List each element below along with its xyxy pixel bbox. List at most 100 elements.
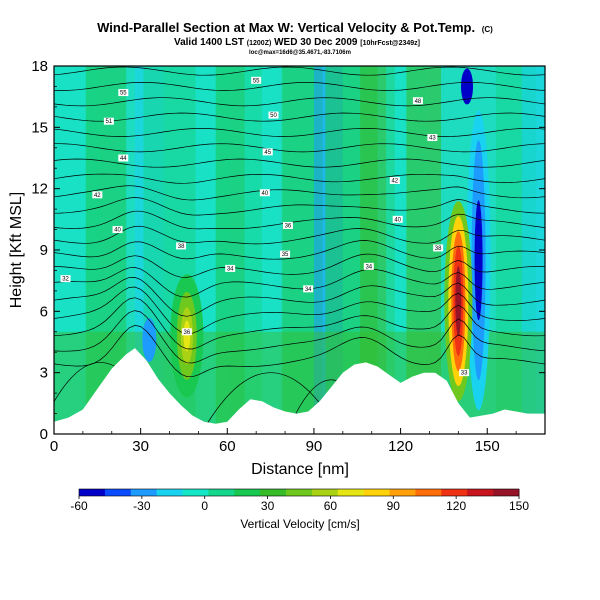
theta-label: 36: [181, 328, 192, 336]
theta-contour: [54, 158, 545, 168]
colorbar-label: Vertical Velocity [cm/s]: [240, 517, 359, 531]
theta-contour: [54, 286, 545, 335]
theta-contour: [54, 112, 545, 122]
downdraft-west-shade: [142, 317, 157, 362]
theta-label-text: 34: [365, 264, 372, 270]
theta-contour: [54, 240, 545, 260]
theta-label-bg: [225, 264, 236, 272]
colorbar-swatch: [260, 489, 287, 496]
theta-label-bg: [363, 262, 374, 270]
theta-label-bg: [412, 97, 423, 105]
velocity-field: [54, 66, 545, 434]
theta-label-bg: [262, 148, 273, 156]
y-tick-label: 6: [40, 303, 48, 320]
theta-label-bg: [392, 215, 403, 223]
theta-label-bg: [268, 111, 279, 119]
theta-label-bg: [280, 250, 291, 258]
theta-contour: [54, 173, 545, 184]
subtitle-date: WED 30 Dec 2009: [274, 37, 358, 48]
theta-label-text: 40: [394, 217, 401, 223]
x-tick-label: 0: [50, 438, 58, 455]
colorbar-swatch: [337, 489, 365, 496]
theta-label: 42: [389, 176, 400, 184]
chart-title-mark: (C): [482, 25, 493, 34]
theta-label: 48: [412, 97, 423, 105]
colorbar-swatch: [182, 489, 209, 496]
theta-contour-low: [206, 372, 335, 424]
theta-label: 33: [459, 369, 470, 377]
theta-label: 38: [433, 244, 444, 252]
theta-contour: [54, 225, 545, 245]
theta-label-text: 50: [270, 113, 277, 119]
y-axis-label: Height [Kft MSL]: [8, 192, 25, 309]
colorbar-swatch: [441, 489, 468, 496]
theta-contour: [54, 210, 545, 230]
terrain-mask: [54, 348, 545, 434]
theta-label-text: 34: [227, 266, 234, 272]
x-tick-label: 90: [306, 438, 323, 455]
theta-label: 43: [427, 134, 438, 142]
theta-label: 34: [225, 264, 236, 272]
colorbar-swatch: [363, 489, 390, 496]
colorbar-swatch: [286, 489, 313, 496]
theta-label-text: 55: [253, 78, 260, 84]
theta-label-text: 35: [282, 252, 289, 258]
theta-label: 40: [259, 189, 270, 197]
theta-label: 44: [118, 154, 129, 162]
colorbar-swatch: [156, 489, 183, 496]
theta-contours: [54, 66, 545, 424]
colorbar-swatch: [79, 489, 106, 496]
x-tick-label: 120: [388, 438, 413, 455]
theta-contour: [54, 310, 545, 364]
colorbar-swatch: [104, 489, 132, 496]
colorbar-tick-label: -60: [70, 499, 88, 513]
theta-label-text: 36: [184, 330, 191, 336]
velocity-streak: [521, 66, 545, 434]
theta-label: 34: [363, 262, 374, 270]
theta-label-bg: [92, 191, 103, 199]
theta-contour: [54, 325, 545, 378]
y-tick-label: 3: [40, 365, 48, 382]
theta-label-text: 38: [178, 244, 185, 250]
theta-label-text: 33: [461, 371, 468, 377]
x-axis-label: Distance [nm]: [251, 461, 349, 478]
theta-label-text: 45: [264, 150, 271, 156]
theta-label-text: 55: [120, 91, 127, 97]
updraft-west-shade: [183, 320, 191, 352]
theta-label-text: 42: [94, 193, 101, 199]
theta-label-text: 43: [429, 136, 436, 142]
theta-contour: [54, 197, 545, 216]
colorbar: -60 -30 0 30 60 90 120 150: [70, 488, 529, 513]
theta-label-bg: [251, 76, 262, 84]
colorbar-swatch: [389, 489, 416, 496]
theta-label: 51: [103, 117, 114, 125]
y-tick-label: 9: [40, 242, 48, 259]
colorbar-swatch: [467, 489, 494, 496]
y-tick-label: 18: [31, 58, 48, 75]
theta-label-bg: [60, 275, 71, 283]
theta-label-text: 36: [285, 223, 292, 229]
colorbar-swatch: [415, 489, 442, 496]
x-tick-label: 150: [475, 438, 500, 455]
theta-contour: [54, 128, 545, 137]
theta-label: 50: [268, 111, 279, 119]
theta-label: 34: [303, 285, 314, 293]
theta-label-text: 40: [261, 191, 268, 197]
colorbar-swatch: [493, 489, 520, 496]
theta-label: 40: [112, 226, 123, 234]
theta-label-text: 51: [106, 119, 113, 125]
x-tick-label: 30: [132, 438, 149, 455]
chart-title: Wind-Parallel Section at Max W: Vertical…: [97, 20, 493, 35]
theta-contour-labels: 55 55 51 50 44 45 42 40 40 38 36 35 34 34 32 34 48 43 42 40…: [60, 76, 470, 377]
theta-contour: [54, 143, 545, 153]
theta-label-text: 34: [305, 287, 312, 293]
chart-subtitle: Valid 1400 LST (1200Z) WED 30 Dec 2009 […: [174, 37, 420, 48]
colorbar-swatch: [311, 489, 339, 496]
subtitle-paren1: (1200Z): [247, 40, 272, 47]
theta-label-bg: [303, 285, 314, 293]
theta-contour: [54, 267, 545, 298]
theta-label: 42: [92, 191, 103, 199]
theta-label-text: 48: [415, 99, 422, 105]
